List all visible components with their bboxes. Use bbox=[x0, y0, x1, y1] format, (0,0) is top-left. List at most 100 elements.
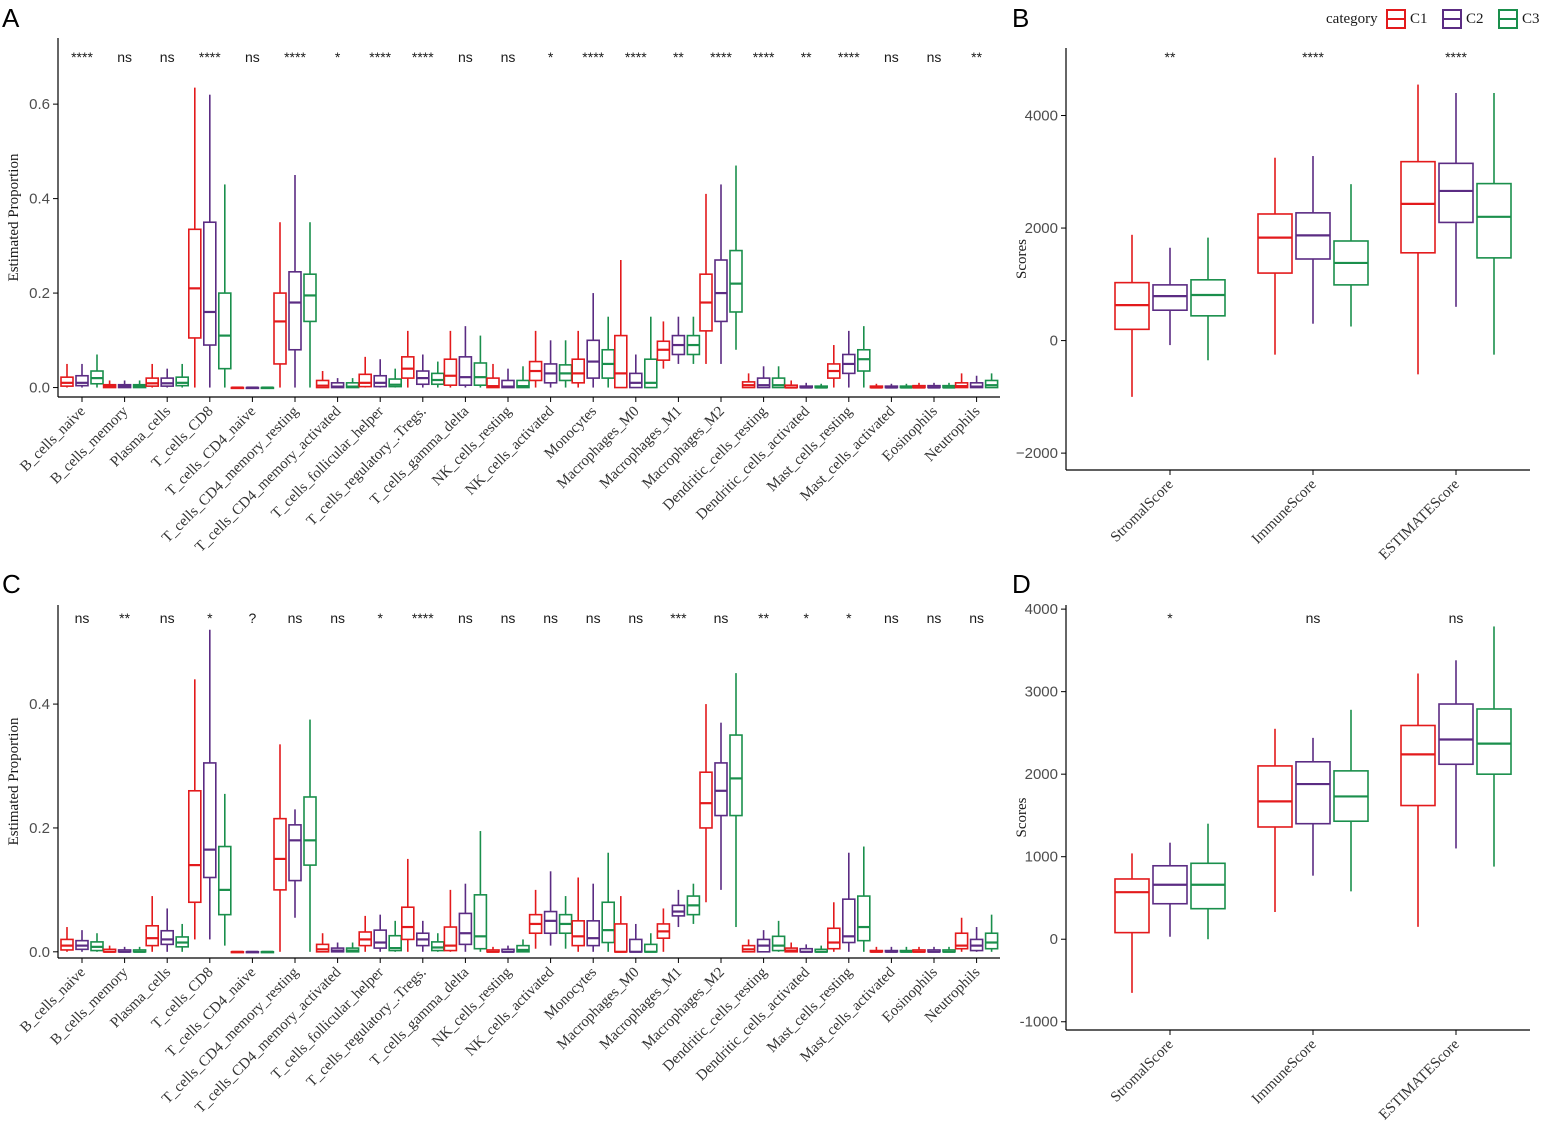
panel-d-y-tick-label: 3000 bbox=[1025, 684, 1058, 701]
panel-b-y-axis-title: Scores bbox=[1014, 239, 1030, 279]
panel-c-box-c3 bbox=[601, 852, 616, 952]
panel-d-y-tick-label: 4000 bbox=[1025, 601, 1058, 618]
panel-d-category-label: StromalScore bbox=[1108, 1036, 1177, 1105]
panel-c-box-c3 bbox=[260, 950, 275, 954]
panel-c-significance-label: ns bbox=[927, 610, 942, 626]
panel-a-box-c1 bbox=[571, 330, 586, 388]
box-body bbox=[188, 789, 202, 904]
panel-a-box-c2 bbox=[756, 366, 771, 389]
panel-a-box-c2 bbox=[373, 359, 388, 388]
box-body bbox=[458, 912, 473, 946]
panel-c-box-c2 bbox=[75, 930, 89, 952]
panel-a-box-c1 bbox=[60, 363, 74, 388]
panel-a-significance-label: ** bbox=[801, 49, 812, 65]
panel-c-box-c1 bbox=[102, 945, 117, 953]
panel-b-category-label: ImmuneScore bbox=[1249, 476, 1320, 547]
panel-c-box-c3 bbox=[899, 946, 914, 953]
box-body bbox=[203, 221, 217, 346]
panel-c-box-c2 bbox=[245, 950, 260, 954]
panel-c-significance-label: ns bbox=[75, 610, 90, 626]
panel-c-box-c2 bbox=[969, 927, 984, 952]
box-body bbox=[729, 249, 743, 313]
box-body bbox=[358, 373, 373, 388]
panel-d-y-tick-label: 0 bbox=[1050, 931, 1058, 948]
panel-a-box-c2 bbox=[969, 375, 984, 389]
panel-c-box-c3 bbox=[516, 939, 530, 953]
panel-a-box-c3 bbox=[643, 316, 658, 389]
box-body bbox=[1152, 284, 1188, 312]
panel-c-box-c1 bbox=[60, 927, 74, 952]
box-body bbox=[160, 929, 174, 946]
panel-a-box-c3 bbox=[729, 165, 743, 350]
panel-c-box-c2 bbox=[671, 889, 686, 928]
panel-d-category-label: ESTIMATEScore bbox=[1376, 1036, 1463, 1123]
box-body bbox=[400, 906, 415, 941]
panel-c-box-c2 bbox=[117, 946, 132, 953]
panel-a-significance-label: **** bbox=[369, 49, 391, 65]
panel-c-significance-label: * bbox=[377, 610, 383, 626]
panel-c-box-c1 bbox=[613, 896, 628, 953]
box-body bbox=[613, 923, 628, 953]
panel-d-box-c2 bbox=[1295, 737, 1331, 876]
panel-c-box-c3 bbox=[984, 914, 999, 952]
box-body bbox=[1190, 279, 1226, 317]
panel-a-significance-label: * bbox=[335, 49, 341, 65]
box-body bbox=[203, 762, 217, 879]
panel-c-significance-label: ns bbox=[543, 610, 558, 626]
box-body bbox=[288, 824, 302, 882]
panel-a-significance-label: * bbox=[548, 49, 554, 65]
panel-a-significance-label: **** bbox=[582, 49, 604, 65]
panel-c-box-c3 bbox=[814, 945, 829, 953]
panel-c-box-c1 bbox=[912, 946, 926, 953]
panel-c-significance-label: ? bbox=[249, 610, 257, 626]
box-body bbox=[643, 358, 658, 389]
box-body bbox=[856, 895, 871, 942]
box-body bbox=[60, 376, 74, 387]
box-body bbox=[984, 932, 999, 950]
panel-a-box-c3 bbox=[771, 366, 786, 389]
panel-c-box-c3 bbox=[558, 896, 573, 949]
panel-c-y-tick-label: 0.2 bbox=[29, 820, 50, 837]
panel-b-category-label: ESTIMATEScore bbox=[1376, 476, 1463, 563]
panel-c-box-c1 bbox=[188, 679, 202, 940]
panel-a-box-c2 bbox=[203, 94, 217, 388]
panel-c-box-c2 bbox=[501, 945, 515, 953]
panel-c-significance-label: ns bbox=[969, 610, 984, 626]
panel-a-box-c3 bbox=[260, 386, 275, 390]
legend-title: category bbox=[1326, 11, 1378, 27]
panel-a-box-c3 bbox=[942, 382, 956, 389]
panel-a-box-c2 bbox=[75, 363, 89, 388]
box-body bbox=[303, 273, 317, 323]
panel-c-box-c3 bbox=[430, 933, 445, 952]
panel-a-significance-label: **** bbox=[412, 49, 434, 65]
panel-c-box-c1 bbox=[869, 946, 884, 953]
panel-a-box-c2 bbox=[714, 184, 728, 364]
panel-d-box-c1 bbox=[1114, 853, 1150, 993]
box-body bbox=[1438, 162, 1474, 224]
panel-a-box-c3 bbox=[899, 383, 914, 389]
panel-a-box-c2 bbox=[671, 316, 686, 364]
panel-letter-b: B bbox=[1012, 3, 1029, 33]
panel-a-significance-label: **** bbox=[199, 49, 221, 65]
legend: category C1 C2 C3 bbox=[1326, 9, 1540, 29]
box-body bbox=[756, 377, 771, 389]
panel-c-box-c2 bbox=[415, 920, 430, 952]
panel-b-box-c1 bbox=[1257, 157, 1293, 355]
legend-key-c3: C3 bbox=[1498, 9, 1540, 29]
box-body bbox=[473, 894, 488, 950]
box-body bbox=[1438, 703, 1474, 766]
panel-c-significance-label: * bbox=[207, 610, 213, 626]
panel-d-category-label: ImmuneScore bbox=[1249, 1036, 1320, 1107]
box-body bbox=[729, 734, 743, 817]
panel-d-box-c3 bbox=[1333, 709, 1369, 892]
panel-c-box-c2 bbox=[586, 883, 601, 952]
panel-a-significance-label: ** bbox=[673, 49, 684, 65]
panel-c-box-c1 bbox=[528, 889, 543, 949]
box-body bbox=[430, 941, 445, 952]
box-body bbox=[699, 771, 713, 829]
panel-c-box-c3 bbox=[90, 933, 104, 952]
panel-c-significance-label: ns bbox=[501, 610, 516, 626]
box-body bbox=[771, 377, 786, 389]
box-body bbox=[218, 292, 232, 370]
